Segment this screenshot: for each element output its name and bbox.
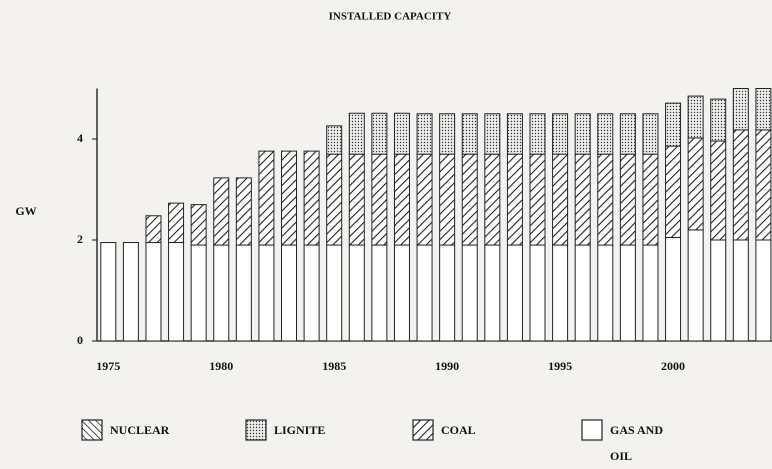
bar-segment	[529, 113, 546, 155]
bar-segment	[687, 137, 704, 231]
bar-segment	[281, 244, 298, 342]
bar-segment	[168, 242, 185, 342]
legend-swatch	[81, 419, 103, 441]
bar-segment	[665, 236, 682, 342]
bar-segment	[552, 244, 569, 342]
bar-segment	[665, 102, 682, 147]
bar-segment	[642, 113, 659, 155]
bar-segment	[529, 244, 546, 342]
bar-segment	[281, 150, 298, 246]
x-tick-label: 1990	[435, 359, 459, 373]
bar-segment	[145, 242, 162, 342]
bar-segment	[439, 153, 456, 246]
bar-segment	[574, 244, 591, 342]
bar-segment	[145, 215, 162, 244]
bar-segment	[326, 125, 343, 155]
legend-label: GAS AND OIL	[610, 423, 664, 463]
bar-segment	[371, 244, 388, 342]
y-axis-label: GW	[15, 204, 36, 218]
y-tick-label: 2	[77, 232, 83, 246]
x-tick-label: 1975	[96, 359, 120, 373]
bar-segment	[371, 112, 388, 155]
legend-label: LIGNITE	[274, 423, 326, 437]
bar-segment	[303, 150, 320, 246]
bar-segment	[439, 113, 456, 155]
bar-segment	[258, 244, 275, 342]
bar-segment	[461, 153, 478, 246]
bar-segment	[732, 239, 749, 342]
bar-segment	[619, 244, 636, 342]
bar-segment	[710, 140, 727, 241]
x-tick-label: 1985	[322, 359, 346, 373]
bar-segment	[574, 153, 591, 246]
bar-segment	[732, 88, 749, 131]
bar-segment	[393, 112, 410, 155]
legend-label: COAL	[441, 423, 476, 437]
bar-segment	[416, 153, 433, 246]
bar-segment	[303, 244, 320, 342]
bar-segment	[190, 244, 207, 342]
chart-title: INSTALLED CAPACITY	[329, 11, 452, 23]
bar-segment	[100, 242, 117, 342]
bar-segment	[416, 244, 433, 342]
bar-segment	[258, 150, 275, 246]
bar-segment	[326, 244, 343, 342]
y-tick-label: 4	[77, 131, 83, 145]
bar-segment	[732, 129, 749, 241]
bar-segment	[597, 153, 614, 246]
legend-label: NUCLEAR	[110, 423, 170, 437]
legend-swatch	[245, 419, 267, 441]
bar-segment	[710, 239, 727, 342]
bar-segment	[597, 244, 614, 342]
bar-segment	[416, 113, 433, 155]
bar-segment	[755, 129, 772, 241]
bar-segment	[642, 244, 659, 342]
bar-segment	[371, 153, 388, 246]
bar-segment	[484, 113, 501, 155]
bar-segment	[506, 153, 523, 246]
bar-segment	[619, 153, 636, 246]
bar-segment	[393, 244, 410, 342]
bar-segment	[213, 244, 230, 342]
bar-segment	[506, 244, 523, 342]
bar-segment	[190, 204, 207, 246]
bar-segment	[168, 202, 185, 244]
x-tick-label: 2000	[661, 359, 685, 373]
bar-segment	[348, 112, 365, 155]
bar-segment	[326, 153, 343, 246]
legend-swatch	[581, 419, 603, 441]
bar-segment	[552, 113, 569, 155]
bar-segment	[552, 153, 569, 246]
bar-segment	[461, 113, 478, 155]
bar-segment	[687, 229, 704, 342]
x-tick-label: 1980	[209, 359, 233, 373]
legend-swatch	[412, 419, 434, 441]
bar-segment	[597, 113, 614, 155]
bar-segment	[665, 145, 682, 238]
bar-segment	[393, 153, 410, 246]
bar-segment	[461, 244, 478, 342]
bar-segment	[235, 244, 252, 342]
bar-segment	[642, 153, 659, 246]
bar-segment	[687, 95, 704, 139]
bar-segment	[484, 244, 501, 342]
bar-segment	[348, 244, 365, 342]
bar-segment	[506, 113, 523, 155]
bar-segment	[439, 244, 456, 342]
bar-segment	[122, 242, 139, 342]
bar-segment	[348, 153, 365, 246]
bar-segment	[529, 153, 546, 246]
bar-segment	[710, 98, 727, 142]
bar-segment	[213, 177, 230, 246]
bar-segment	[755, 239, 772, 342]
x-tick-label: 1995	[548, 359, 572, 373]
bar-segment	[235, 177, 252, 246]
bar-segment	[484, 153, 501, 246]
bar-segment	[574, 113, 591, 155]
bar-segment	[755, 88, 772, 131]
y-tick-label: 0	[77, 333, 83, 347]
bar-segment	[619, 113, 636, 155]
